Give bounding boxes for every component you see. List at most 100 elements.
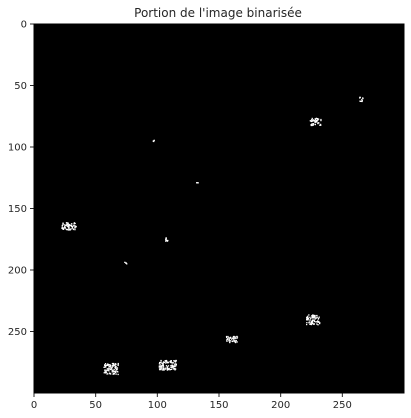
pixel — [320, 118, 322, 121]
pixel — [232, 336, 234, 338]
pixel — [228, 340, 230, 342]
pixel — [161, 369, 164, 371]
pixel — [166, 239, 168, 241]
pixel — [226, 336, 228, 339]
pixel — [62, 223, 64, 225]
pixel — [112, 364, 114, 366]
pixel — [311, 124, 313, 127]
pixel — [116, 367, 119, 369]
pixel — [167, 368, 170, 370]
blob — [152, 139, 155, 143]
pixel — [172, 367, 174, 369]
pixel — [306, 316, 308, 319]
pixel — [161, 365, 163, 367]
pixel — [317, 118, 319, 120]
y-tick-label: 150 — [8, 204, 27, 215]
pixel — [311, 123, 313, 125]
pixel — [159, 362, 162, 364]
pixel — [166, 368, 169, 370]
pixel — [67, 224, 69, 227]
pixel — [74, 222, 76, 225]
pixel — [106, 373, 108, 375]
pixel — [313, 316, 315, 318]
pixel — [236, 337, 238, 339]
blob — [61, 222, 77, 231]
y-tick-label: 0 — [21, 20, 27, 31]
pixel — [359, 96, 361, 98]
pixel — [164, 360, 167, 362]
pixel — [229, 340, 231, 342]
pixel — [66, 229, 69, 231]
pixel — [113, 368, 115, 371]
pixel — [320, 124, 322, 126]
pixel — [173, 368, 175, 370]
x-tick-label: 150 — [209, 400, 228, 411]
pixel — [106, 368, 108, 370]
blob — [306, 314, 321, 326]
pixel — [319, 124, 321, 126]
pixel — [71, 223, 73, 225]
pixel — [111, 366, 113, 368]
pixel — [166, 366, 169, 368]
pixel — [158, 365, 160, 367]
pixel — [117, 364, 119, 367]
pixel — [165, 239, 167, 242]
pixel — [165, 362, 167, 364]
pixel — [68, 225, 70, 227]
pixel — [67, 226, 70, 228]
pixel — [67, 227, 70, 229]
pixel — [314, 119, 317, 121]
pixel — [106, 369, 108, 371]
pixel — [109, 364, 111, 367]
pixel — [308, 322, 310, 324]
pixel — [104, 364, 106, 366]
pixel — [314, 118, 316, 120]
pixel — [61, 226, 63, 228]
y-tick-label: 250 — [8, 327, 27, 338]
pixel — [161, 367, 163, 369]
pixel — [105, 364, 107, 367]
pixel — [73, 223, 75, 225]
pixel — [163, 367, 165, 369]
pixel — [315, 317, 318, 319]
white-pixel-regions — [61, 96, 364, 376]
pixel — [320, 119, 322, 122]
pixel — [308, 321, 310, 323]
pixel — [171, 364, 173, 366]
pixel — [314, 120, 316, 122]
pixel — [318, 316, 320, 318]
pixel — [159, 361, 161, 364]
pixel — [169, 361, 171, 363]
pixel — [67, 225, 69, 228]
pixel — [312, 315, 314, 317]
pixel — [319, 322, 321, 325]
pixel — [226, 339, 228, 341]
pixel — [226, 340, 228, 342]
pixel — [167, 365, 170, 367]
pixel — [66, 223, 68, 225]
pixel — [309, 316, 311, 318]
pixel — [114, 364, 117, 366]
pixel — [169, 360, 172, 362]
pixel — [170, 366, 172, 369]
pixel — [319, 322, 321, 324]
pixel — [159, 369, 161, 371]
pixel — [106, 364, 108, 366]
pixel — [313, 120, 315, 122]
blob — [359, 96, 364, 103]
pixel — [174, 369, 176, 371]
pixel — [310, 323, 312, 325]
pixel — [107, 364, 109, 366]
pixel — [160, 367, 162, 369]
pixel — [311, 119, 313, 121]
pixel — [162, 364, 164, 367]
pixel — [103, 372, 105, 374]
pixel — [115, 369, 118, 371]
pixel — [315, 117, 318, 119]
pixel — [160, 360, 162, 362]
pixel — [117, 373, 119, 376]
pixel — [164, 368, 166, 370]
pixel — [161, 364, 163, 367]
x-tick-label: 50 — [89, 400, 102, 411]
